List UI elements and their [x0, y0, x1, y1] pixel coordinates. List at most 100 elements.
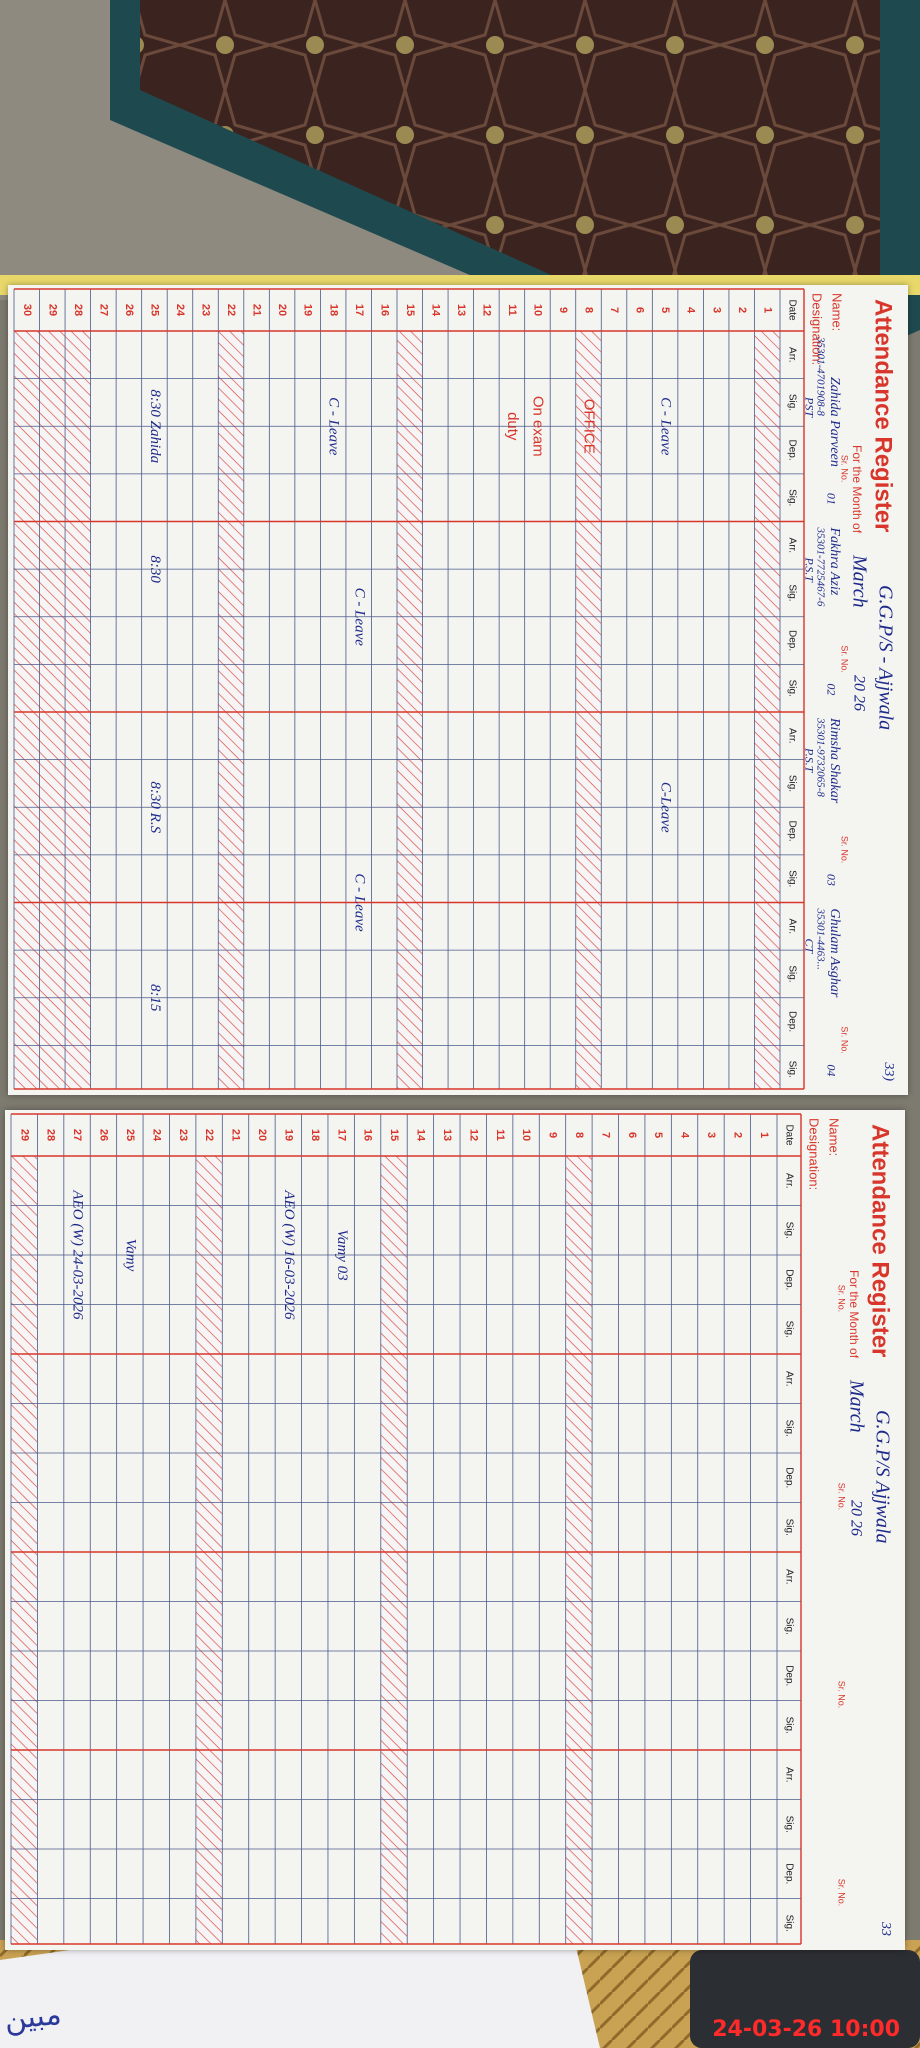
date-number: 22	[203, 1129, 215, 1141]
date-number: 13	[441, 1129, 453, 1141]
date-number: 27	[97, 304, 109, 316]
date-number: 10	[532, 304, 544, 316]
handwritten-note: 8:15	[147, 984, 163, 1012]
date-number: 5	[659, 307, 671, 313]
date-number: 29	[46, 304, 58, 316]
date-number: 29	[18, 1129, 30, 1141]
column-header: Dep.	[783, 1269, 794, 1290]
date-number: 6	[634, 307, 646, 313]
phone	[690, 1950, 920, 2048]
column-header: Sig.	[783, 1618, 794, 1635]
year: 20 26	[847, 1500, 864, 1536]
register-page: Attendance Register G.G.P/S - Ajjwala 33) F…	[8, 285, 908, 1095]
column-header: Dep.	[786, 821, 797, 842]
sr-no-label: Sr. No.	[840, 836, 850, 864]
staff-sr-no: 01	[824, 493, 838, 505]
sr-no-label: Sr. No.	[837, 1681, 847, 1709]
handwritten-note: AEO (W) 16-03-2026	[281, 1189, 297, 1320]
date-number: 25	[149, 304, 161, 316]
column-header: Arr.	[786, 728, 797, 744]
handwritten-note: C - Leave	[351, 873, 367, 932]
sr-no-label: Sr. No.	[840, 645, 850, 673]
date-number: 19	[282, 1129, 294, 1141]
register-page: Attendance Register G.G.P/S Ajjwala 33 For …	[5, 1110, 905, 1950]
date-number: 12	[467, 1129, 479, 1141]
handwritten-note: duty	[504, 412, 521, 441]
handwritten-note: C - Leave	[351, 588, 367, 647]
column-header: Dep.	[783, 1863, 794, 1884]
holiday-hatch	[380, 1156, 408, 1944]
staff-name: Zahida Parveen	[827, 377, 842, 467]
holiday-hatch	[565, 1156, 593, 1944]
column-header: Arr.	[786, 538, 797, 554]
column-header: Sig.	[786, 489, 797, 506]
column-header: Sig.	[786, 870, 797, 887]
date-number: 21	[251, 304, 263, 316]
date-number: 25	[124, 1129, 136, 1141]
staff-designation: P.S.T	[802, 557, 816, 584]
date-number: 23	[177, 1129, 189, 1141]
date-number: 26	[123, 304, 135, 316]
staff-sr-no: 04	[824, 1064, 838, 1076]
date-number: 12	[480, 304, 492, 316]
column-header: Sig.	[783, 1222, 794, 1239]
staff-designation: CT	[802, 939, 816, 955]
date-number: 28	[72, 304, 84, 316]
date-number: 15	[388, 1129, 400, 1141]
month-label: For the Month of	[850, 445, 864, 534]
column-header: Arr.	[786, 919, 797, 935]
date-number: 1	[761, 307, 773, 313]
handwritten-note: C - Leave	[658, 397, 674, 456]
date-number: 20	[276, 304, 288, 316]
column-header: Sig.	[783, 1321, 794, 1338]
column-header: Arr.	[786, 347, 797, 363]
date-number: 24	[174, 304, 186, 317]
holiday-hatch	[13, 331, 40, 1089]
handwritten-note: 8:30	[147, 555, 163, 583]
date-number: 10	[520, 1129, 532, 1141]
staff-sr-no: 02	[824, 683, 838, 695]
school-name: G.G.P/S Ajjwala	[871, 1410, 893, 1544]
column-header: Sig.	[783, 1915, 794, 1932]
column-header: Dep.	[786, 440, 797, 461]
holiday-hatch	[39, 331, 66, 1089]
year: 20 26	[850, 675, 867, 711]
handwritten-note: OFFICE	[581, 399, 598, 454]
handwritten-note: Vamy	[122, 1239, 138, 1272]
designation-label: Designation:	[810, 293, 825, 365]
date-number: 16	[378, 304, 390, 316]
page-number: 33)	[881, 1061, 896, 1081]
column-header: Date	[786, 299, 797, 321]
date-number: 14	[429, 304, 441, 317]
date-number: 7	[599, 1132, 611, 1138]
date-number: 22	[225, 304, 237, 316]
column-header: Arr.	[783, 1767, 794, 1783]
date-number: 9	[547, 1132, 559, 1138]
staff-name: Ghulam Asghar	[827, 909, 842, 998]
column-header: Sig.	[786, 965, 797, 982]
date-number: 19	[302, 304, 314, 316]
handwritten-note: AEO (W) 24-03-2026	[70, 1189, 86, 1320]
holiday-hatch	[396, 331, 423, 1089]
holiday-hatch	[575, 331, 602, 1089]
sr-no-label: Sr. No.	[840, 1026, 850, 1054]
date-number: 16	[362, 1129, 374, 1141]
date-number: 11	[506, 304, 518, 316]
holiday-hatch	[65, 331, 91, 1089]
date-number: 1	[758, 1132, 770, 1138]
holiday-hatch	[754, 331, 780, 1089]
handwritten-note: 8:30 Zahida	[147, 389, 163, 463]
page-number: 33	[878, 1921, 893, 1936]
date-number: 3	[710, 307, 722, 313]
date-number: 14	[415, 1129, 427, 1142]
column-header: Dep.	[783, 1467, 794, 1488]
column-header: Sig.	[783, 1420, 794, 1437]
column-header: Sig.	[783, 1816, 794, 1833]
date-number: 11	[494, 1129, 506, 1141]
date-number: 23	[200, 304, 212, 316]
month: March	[845, 1379, 867, 1433]
paper	[5, 1110, 905, 1950]
column-header: Sig.	[783, 1519, 794, 1536]
column-header: Sig.	[786, 775, 797, 792]
